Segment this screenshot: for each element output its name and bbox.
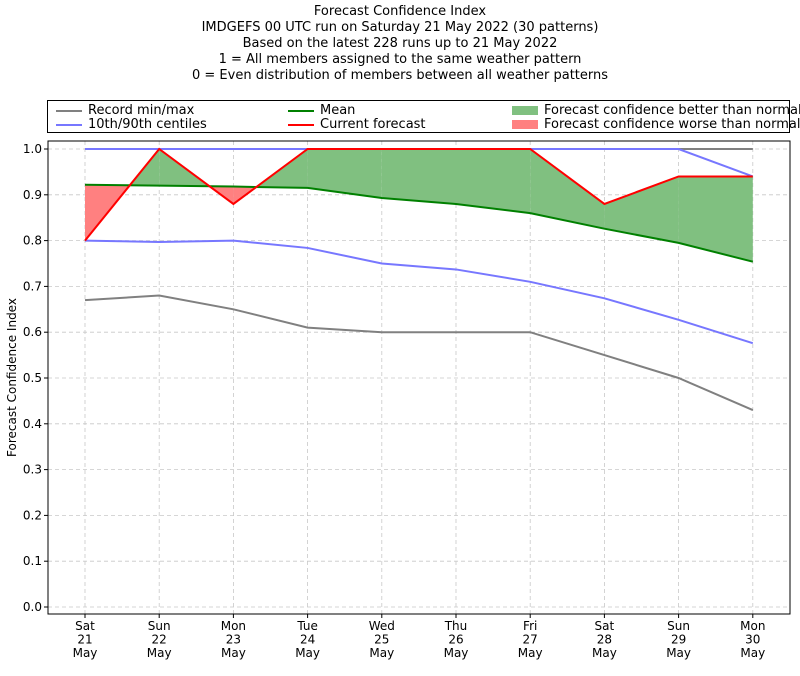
chart-titles: Forecast Confidence Index IMDGEFS 00 UTC… xyxy=(0,4,800,84)
fill-better-5-0 xyxy=(456,149,531,214)
x-tick-label: May xyxy=(221,646,246,660)
x-tick-label: May xyxy=(740,646,765,660)
fill-better-7-0 xyxy=(604,176,679,243)
x-tick-label: Thu xyxy=(444,619,468,633)
y-tick-label: 0.3 xyxy=(23,463,42,477)
legend-label-record: Record min/max xyxy=(88,103,195,118)
x-tick-label: 24 xyxy=(300,633,315,647)
x-tick-label: 23 xyxy=(226,633,241,647)
legend-label-current: Current forecast xyxy=(320,117,426,132)
series-line-record-min xyxy=(84,294,754,411)
y-tick-label: 0.8 xyxy=(23,234,42,248)
y-tick-label: 0.2 xyxy=(23,508,42,522)
x-tick-label: 29 xyxy=(671,633,686,647)
y-tick-label: 1.0 xyxy=(23,142,42,156)
y-tick-label: 0.6 xyxy=(23,325,42,339)
x-tick-label: May xyxy=(592,646,617,660)
x-tick-label: May xyxy=(444,646,469,660)
legend-swatch-centiles xyxy=(56,123,82,126)
chart-subtitle-3: 1 = All members assigned to the same wea… xyxy=(218,52,582,67)
legend-swatch-mean xyxy=(288,109,314,112)
x-tick-label: 26 xyxy=(448,633,463,647)
legend-label-centiles: 10th/90th centiles xyxy=(88,117,207,132)
axis-ticks: 0.00.10.20.30.40.50.60.70.80.91.0Sat21Ma… xyxy=(23,142,766,660)
series-line-current xyxy=(84,147,753,242)
y-tick-label: 0.1 xyxy=(23,554,42,568)
x-tick-label: May xyxy=(369,646,394,660)
chart-subtitle-4: 0 = Even distribution of members between… xyxy=(191,68,609,83)
confidence-fills xyxy=(85,149,753,262)
fill-better-4-0 xyxy=(381,149,456,204)
chart-legend: Record min/max 10th/90th centiles Mean C… xyxy=(47,100,800,133)
legend-swatch-current xyxy=(288,123,314,126)
legend-swatch-record xyxy=(56,109,82,112)
x-tick-label: Sat xyxy=(75,619,95,633)
chart-title: Forecast Confidence Index xyxy=(313,4,487,19)
x-tick-label: Sat xyxy=(595,619,615,633)
x-tick-label: Tue xyxy=(296,619,318,633)
x-tick-label: Mon xyxy=(740,619,765,633)
legend-swatch-worse xyxy=(512,120,538,129)
legend-item-mean: Mean xyxy=(288,103,355,118)
legend-item-better: Forecast confidence better than normal xyxy=(512,103,800,118)
x-tick-label: Wed xyxy=(369,619,395,633)
y-tick-label: 0.4 xyxy=(23,417,42,431)
legend-item-record: Record min/max xyxy=(56,103,194,118)
x-tick-label: Sun xyxy=(148,619,171,633)
x-tick-label: 28 xyxy=(597,633,612,647)
y-axis-label: Forecast Confidence Index xyxy=(5,298,19,457)
x-tick-label: 21 xyxy=(77,633,92,647)
x-tick-label: 22 xyxy=(152,633,167,647)
y-tick-label: 0.7 xyxy=(23,279,42,293)
legend-label-better: Forecast confidence better than normal xyxy=(544,103,800,118)
legend-item-current: Current forecast xyxy=(288,117,426,132)
x-tick-label: May xyxy=(518,646,543,660)
x-tick-label: Fri xyxy=(523,619,537,633)
y-tick-label: 0.9 xyxy=(23,188,42,202)
series-line-mean xyxy=(84,183,754,263)
x-tick-label: Sun xyxy=(667,619,690,633)
x-tick-label: Mon xyxy=(221,619,246,633)
y-tick-label: 0.0 xyxy=(23,600,42,614)
legend-swatch-better xyxy=(512,106,538,115)
legend-label-mean: Mean xyxy=(320,103,356,118)
chart-subtitle-1: IMDGEFS 00 UTC run on Saturday 21 May 20… xyxy=(201,20,599,35)
x-tick-label: 30 xyxy=(745,633,760,647)
legend-label-worse: Forecast confidence worse than normal xyxy=(544,117,800,132)
x-tick-label: May xyxy=(147,646,172,660)
x-tick-label: May xyxy=(295,646,320,660)
y-tick-label: 0.5 xyxy=(23,371,42,385)
legend-item-centiles: 10th/90th centiles xyxy=(56,117,207,132)
series-line-p10 xyxy=(84,239,754,345)
fill-better-6-0 xyxy=(530,149,605,229)
x-tick-label: 25 xyxy=(374,633,389,647)
chart-subtitle-2: Based on the latest 228 runs up to 21 Ma… xyxy=(242,36,558,51)
legend-item-worse: Forecast confidence worse than normal xyxy=(512,117,800,132)
x-tick-label: May xyxy=(73,646,98,660)
x-tick-label: May xyxy=(666,646,691,660)
x-tick-label: 27 xyxy=(523,633,538,647)
series-lines xyxy=(84,147,754,411)
fill-better-8-0 xyxy=(678,176,753,262)
fill-better-3-0 xyxy=(307,149,382,199)
